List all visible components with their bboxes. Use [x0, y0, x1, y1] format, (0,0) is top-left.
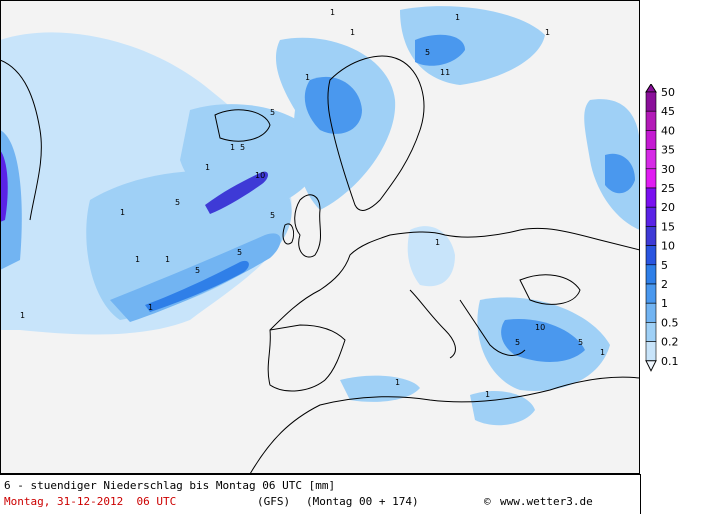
contour-label: 10	[255, 171, 265, 180]
contour-label: 5	[237, 248, 242, 257]
legend-swatch	[645, 283, 657, 304]
legend-swatch	[645, 130, 657, 150]
precipitation-fields	[0, 6, 640, 426]
legend-swatch	[645, 322, 657, 342]
coastline-balkans	[459, 299, 526, 356]
legend-arrow-bottom	[645, 360, 657, 372]
precipitation-map: 1 5 1 10 5 1 5 1 5 1 1 5 1 5 1 1 1 10 5 …	[0, 0, 640, 474]
precip-band-core	[145, 260, 249, 312]
legend-label: 5	[661, 259, 668, 272]
contour-label: 1	[455, 13, 460, 22]
coastline-scandinavia	[327, 55, 425, 211]
footer: 6 - stuendiger Niederschlag bis Montag 0…	[0, 474, 641, 514]
legend-swatch	[645, 302, 657, 323]
precip-scandinavia-core	[415, 34, 465, 66]
legend-label: 30	[661, 163, 675, 176]
coastline-italy	[409, 289, 456, 359]
contour-label: 1	[600, 348, 605, 357]
coastline-black-sea	[519, 274, 581, 305]
legend-label: 35	[661, 144, 675, 157]
map-frame	[0, 0, 640, 474]
legend-label: 1	[661, 297, 668, 310]
contour-label: 5	[425, 48, 430, 57]
copyright-icon: ©	[484, 495, 491, 508]
contour-label: 1	[545, 28, 550, 37]
contour-label: 1	[395, 378, 400, 387]
contour-label: 1	[205, 163, 210, 172]
legend-swatch	[645, 91, 657, 112]
precip-africa-east	[470, 390, 535, 426]
legend-labels: 50 45 40 35 30 25 20 15 10 5 2 1 0.5 0.2 0.1	[661, 86, 679, 368]
legend-label: 15	[661, 220, 675, 233]
legend-swatch	[645, 187, 657, 208]
legend-colorbar: 50 45 40 35 30 25 20 15 10 5 2 1 0.5 0.2 0.1	[645, 84, 679, 372]
legend-swatch	[645, 264, 657, 285]
contour-label: 5	[270, 108, 275, 117]
forecast-step: (Montag 00 + 174)	[306, 495, 419, 508]
precip-iceland-core	[205, 171, 268, 214]
coastline-iceland	[214, 109, 271, 142]
legend-label: 10	[661, 240, 675, 253]
legend-label: 50	[661, 86, 675, 99]
legend-label: 0.1	[661, 355, 679, 368]
precip-russia-core	[605, 153, 635, 194]
coastline-europe-mainland	[269, 227, 640, 331]
contour-label: 1	[135, 255, 140, 264]
contour-label: 1	[165, 255, 170, 264]
contour-label: 11	[440, 68, 450, 77]
map-title: 6 - stuendiger Niederschlag bis Montag 0…	[4, 479, 336, 492]
legend-label: 0.2	[661, 336, 679, 349]
coastline-greenland	[0, 59, 42, 221]
contour-label: 5	[240, 143, 245, 152]
legend-swatch	[645, 206, 657, 227]
legend-swatch	[645, 168, 657, 189]
contour-label: 1	[148, 303, 153, 312]
legend-swatch	[645, 341, 657, 362]
legend-swatch	[645, 110, 657, 131]
precip-atlantic-band	[110, 233, 281, 322]
contour-labels: 1 5 1 10 5 1 5 1 5 1 1 5 1 5 1 1 1 10 5 …	[20, 8, 605, 399]
legend-label: 45	[661, 105, 675, 118]
contour-label: 5	[195, 266, 200, 275]
contour-label: 1	[305, 73, 310, 82]
contour-label: 1	[485, 390, 490, 399]
run-time: Montag, 31-12-2012 06 UTC	[4, 495, 177, 508]
contour-label: 1	[20, 311, 25, 320]
contour-label: 5	[578, 338, 583, 347]
contour-label: 10	[535, 323, 545, 332]
legend-swatch	[645, 226, 657, 246]
precip-central-europe	[407, 226, 455, 287]
precip-iceland-light	[180, 104, 322, 211]
copyright-text[interactable]: www.wetter3.de	[500, 495, 593, 508]
coastlines	[0, 55, 640, 474]
coastline-british-isles	[294, 194, 321, 258]
legend-label: 0.5	[661, 316, 679, 329]
legend-swatches	[645, 84, 657, 372]
contour-label: 1	[230, 143, 235, 152]
precip-norway-core	[304, 76, 362, 134]
precip-greenland-core	[0, 150, 8, 222]
legend-label: 20	[661, 201, 675, 214]
legend-swatch	[645, 245, 657, 266]
model-name: (GFS)	[257, 495, 291, 508]
contour-label: 5	[270, 211, 275, 220]
contour-label: 1	[350, 28, 355, 37]
coastline-iberia	[267, 324, 346, 392]
legend-swatch	[645, 149, 657, 170]
contour-label: 1	[120, 208, 125, 217]
legend-label: 2	[661, 278, 668, 291]
contour-label: 5	[515, 338, 520, 347]
legend-label: 40	[661, 124, 675, 137]
precip-mediterranean-core	[501, 319, 585, 362]
contour-label: 5	[175, 198, 180, 207]
legend-arrow-top	[645, 84, 657, 93]
legend-label: 25	[661, 182, 675, 195]
coastline-north-africa	[249, 376, 640, 474]
coastline-ireland	[282, 223, 295, 245]
contour-label: 1	[330, 8, 335, 17]
precip-north-africa	[340, 375, 420, 402]
contour-label: 1	[435, 238, 440, 247]
